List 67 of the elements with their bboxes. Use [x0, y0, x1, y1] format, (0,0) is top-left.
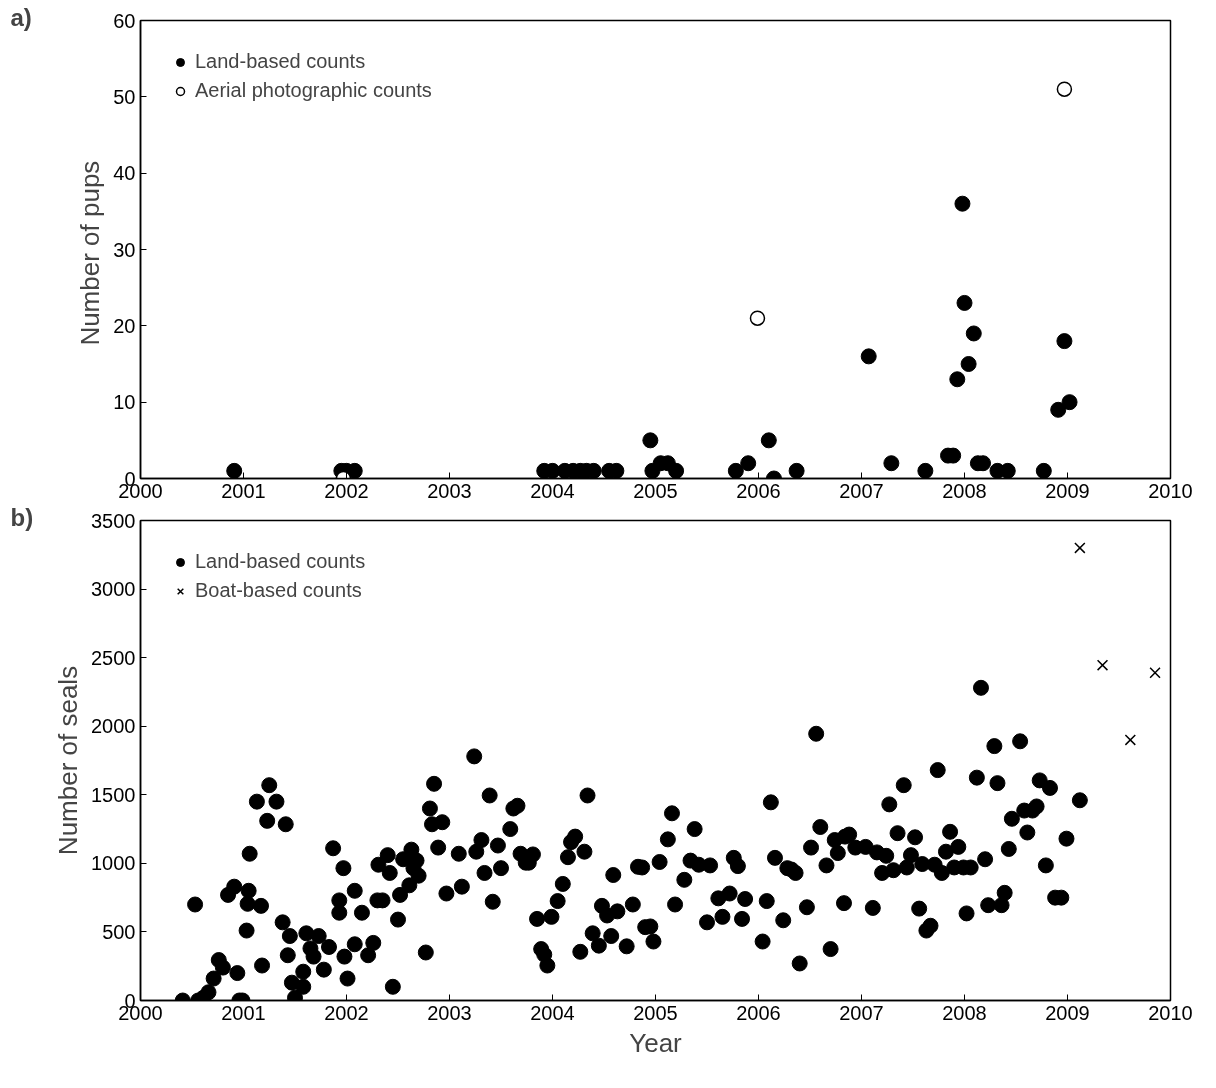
point — [917, 462, 934, 479]
point — [960, 356, 977, 372]
x-tick-label: 2008 — [942, 1001, 987, 1024]
x-tick-label: 2003 — [427, 479, 472, 502]
point — [949, 371, 966, 388]
x-tick-label: 2003 — [427, 1001, 472, 1024]
x-tick-label: 2009 — [1045, 479, 1090, 502]
point — [788, 462, 805, 479]
x-tick-label: 2009 — [1045, 1001, 1090, 1024]
x-tick-label: 2010 — [1148, 1001, 1193, 1024]
x-tick-label: 2008 — [942, 479, 987, 502]
point — [1035, 462, 1052, 479]
point — [749, 310, 766, 326]
y-tick-label: 1000 — [91, 852, 136, 875]
point — [226, 462, 243, 479]
y-tick-label: 500 — [102, 920, 136, 943]
point — [956, 294, 973, 311]
point — [642, 432, 659, 449]
point — [883, 455, 900, 472]
y-tick-label: 3000 — [91, 578, 136, 601]
x-tick-label: 2010 — [1148, 479, 1193, 502]
y-tick-label: 60 — [113, 9, 136, 32]
x-axis-title: Year — [629, 1027, 683, 1058]
point — [1149, 667, 1161, 679]
x-tick-label: 2002 — [324, 479, 369, 502]
point — [860, 348, 877, 365]
point — [1074, 542, 1086, 554]
x-tick-label: 2005 — [633, 479, 678, 502]
x-tick-label: 2007 — [839, 1001, 884, 1024]
point — [1050, 401, 1067, 418]
point — [740, 455, 757, 472]
y-tick-label: 2000 — [91, 715, 136, 738]
y-tick-label: 30 — [113, 238, 136, 261]
point — [727, 462, 744, 479]
point — [760, 432, 777, 449]
point — [965, 325, 982, 342]
legend-label: Aerial photographic counts — [195, 79, 432, 102]
text: a) — [10, 3, 32, 31]
y-axis-title: Number of pups — [75, 160, 106, 346]
y-tick-label: 3500 — [91, 509, 136, 532]
text: b) — [10, 503, 34, 531]
y-tick-label: 20 — [113, 314, 136, 337]
x-tick-label: 2004 — [530, 479, 575, 502]
legend-label: Land-based counts — [195, 550, 366, 573]
point — [1096, 659, 1109, 671]
y-tick-label: 2500 — [91, 646, 136, 669]
point — [1124, 734, 1137, 746]
x-tick-label: 2002 — [324, 1001, 369, 1024]
point — [1056, 81, 1073, 97]
x-tick-label: 2001 — [221, 479, 266, 502]
x-tick-label: 2006 — [736, 1001, 781, 1024]
point — [1056, 333, 1073, 350]
legend-label: Boat-based counts — [195, 579, 362, 602]
x-tick-label: 2005 — [633, 1001, 678, 1024]
y-axis-title: Number of seals — [53, 665, 84, 856]
x-tick-label: 2004 — [530, 1001, 575, 1024]
point — [954, 195, 971, 212]
x-tick-label: 2007 — [839, 479, 884, 502]
x-tick-label: 2006 — [736, 479, 781, 502]
x-tick-label: 2001 — [221, 1001, 266, 1024]
y-tick-label: 1500 — [91, 783, 136, 806]
y-tick-label: 50 — [113, 85, 136, 108]
point — [1061, 394, 1078, 411]
y-tick-label: 40 — [113, 162, 136, 185]
legend-label: Land-based counts — [195, 50, 366, 73]
y-tick-label: 10 — [113, 391, 136, 414]
point — [668, 462, 685, 479]
